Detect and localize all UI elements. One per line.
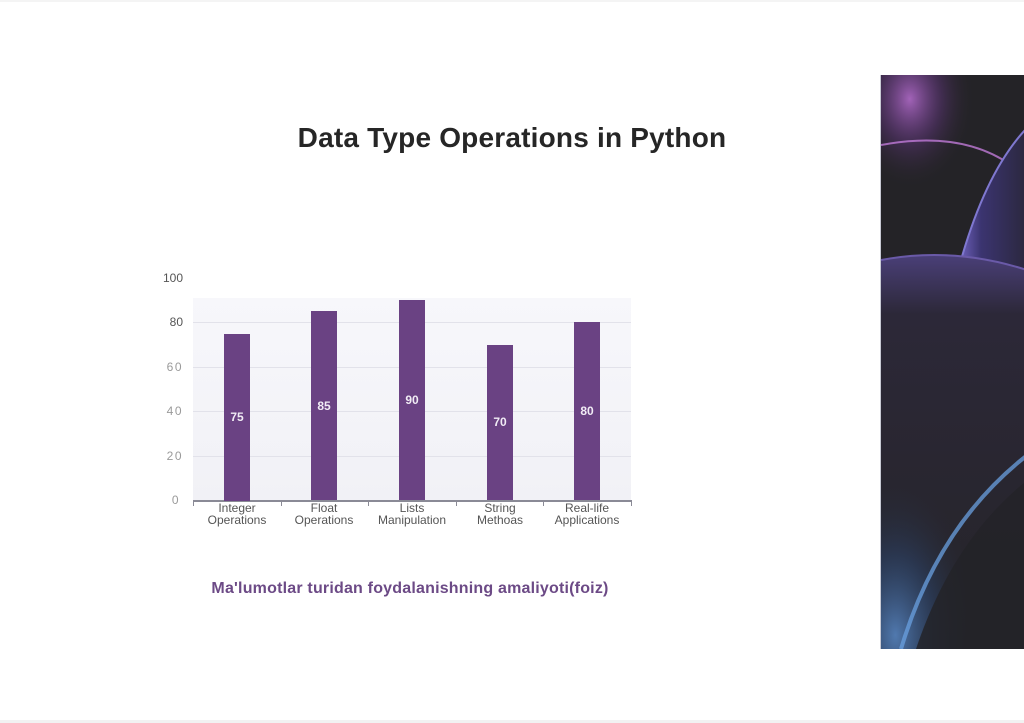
- bar-value-label: 80: [580, 404, 594, 418]
- bar: [399, 300, 425, 500]
- planet-arcs-graphic: [881, 75, 1024, 649]
- y-tick-label: 0: [171, 493, 180, 507]
- x-tick-mark: [631, 500, 632, 506]
- bar-value-label: 75: [230, 410, 244, 424]
- x-category-label: String Methoas: [455, 502, 545, 526]
- x-category-label-line: Float: [310, 501, 338, 515]
- x-category-label-line: Methoas: [476, 513, 524, 527]
- x-tick-mark: [543, 500, 544, 506]
- x-tick-mark: [368, 500, 369, 506]
- x-category-label-line: Operations: [207, 513, 267, 527]
- bottom-edge: [0, 720, 1024, 723]
- y-tick-label: 80: [169, 315, 183, 329]
- x-category-label-line: Real-life: [564, 501, 609, 515]
- y-tick-label: 60: [166, 360, 183, 374]
- y-tick-label: 20: [166, 449, 183, 463]
- y-tick-label: 100: [162, 271, 183, 285]
- x-category-label-line: Applications: [554, 513, 620, 527]
- x-category-label-line: Lists: [399, 501, 425, 515]
- chart-caption: Ma'lumotlar turidan foydalanishning amal…: [211, 580, 609, 597]
- x-tick-mark: [456, 500, 457, 506]
- top-edge: [0, 0, 1024, 2]
- decorative-space-image: [880, 75, 1024, 649]
- slide-title: Data Type Operations in Python: [297, 122, 727, 153]
- x-tick-mark: [193, 500, 194, 506]
- x-category-label: Float Operations: [279, 502, 369, 526]
- bar: [311, 311, 337, 500]
- x-category-label-line: Manipulation: [377, 513, 447, 527]
- bar-value-label: 85: [317, 399, 331, 413]
- bar-value-label: 90: [405, 393, 419, 407]
- x-category-label: Integer Operations: [192, 502, 282, 526]
- x-category-label-line: String: [484, 501, 516, 515]
- y-tick-label: 40: [166, 404, 183, 418]
- bar-value-label: 70: [493, 415, 507, 429]
- x-category-label-line: Integer: [218, 501, 256, 515]
- bar-chart: 0 20 40 60 80 100 75 Integer Operations 85 Float Op…: [162, 271, 632, 526]
- bar: [574, 322, 600, 500]
- x-category-label-line: Operations: [294, 513, 354, 527]
- bar: [487, 345, 513, 500]
- x-axis-line: [193, 500, 631, 502]
- x-tick-mark: [281, 500, 282, 506]
- x-category-label: Real-life Applications: [542, 502, 632, 526]
- bar: [224, 334, 250, 501]
- x-category-label: Lists Manipulation: [367, 502, 457, 526]
